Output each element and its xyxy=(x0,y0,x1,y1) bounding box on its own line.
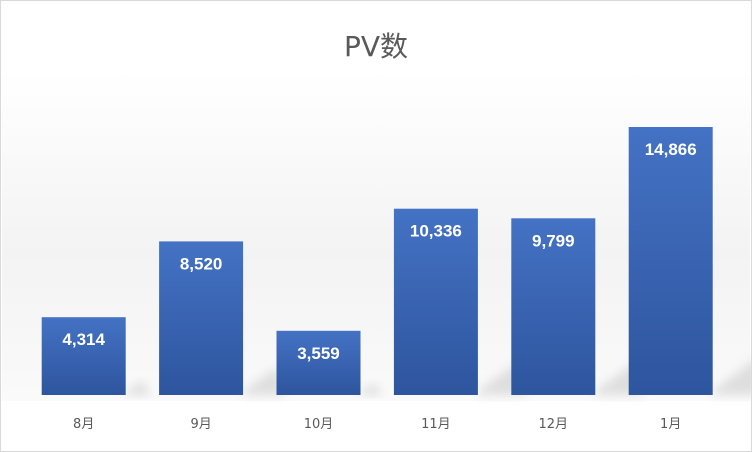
x-tick-label-5: 12月 xyxy=(539,417,569,432)
x-tick-label-3: 10月 xyxy=(304,417,334,432)
bar-4 xyxy=(393,208,478,395)
bar-6 xyxy=(628,127,713,395)
bar-shadow xyxy=(125,381,151,395)
data-label-3: 3,559 xyxy=(297,344,340,363)
bar-5 xyxy=(511,218,596,395)
x-tick-label-1: 8月 xyxy=(73,417,94,432)
chart-title: PV数 xyxy=(343,30,409,63)
x-tick-label-6: 1月 xyxy=(660,417,681,432)
bar-3 xyxy=(276,330,361,395)
data-label-6: 14,866 xyxy=(645,140,697,159)
data-label-4: 10,336 xyxy=(410,222,462,241)
bar-2 xyxy=(159,241,244,395)
bar-1 xyxy=(41,317,126,395)
data-label-2: 8,520 xyxy=(180,254,223,273)
bar-shadow xyxy=(360,383,383,395)
data-label-1: 4,314 xyxy=(62,330,105,349)
data-label-5: 9,799 xyxy=(532,231,575,250)
x-tick-label-4: 11月 xyxy=(421,417,451,432)
bar-shadow xyxy=(243,367,285,395)
plot-background xyxy=(2,71,750,401)
x-tick-label-2: 9月 xyxy=(190,417,211,432)
bar-shadow xyxy=(712,362,751,395)
